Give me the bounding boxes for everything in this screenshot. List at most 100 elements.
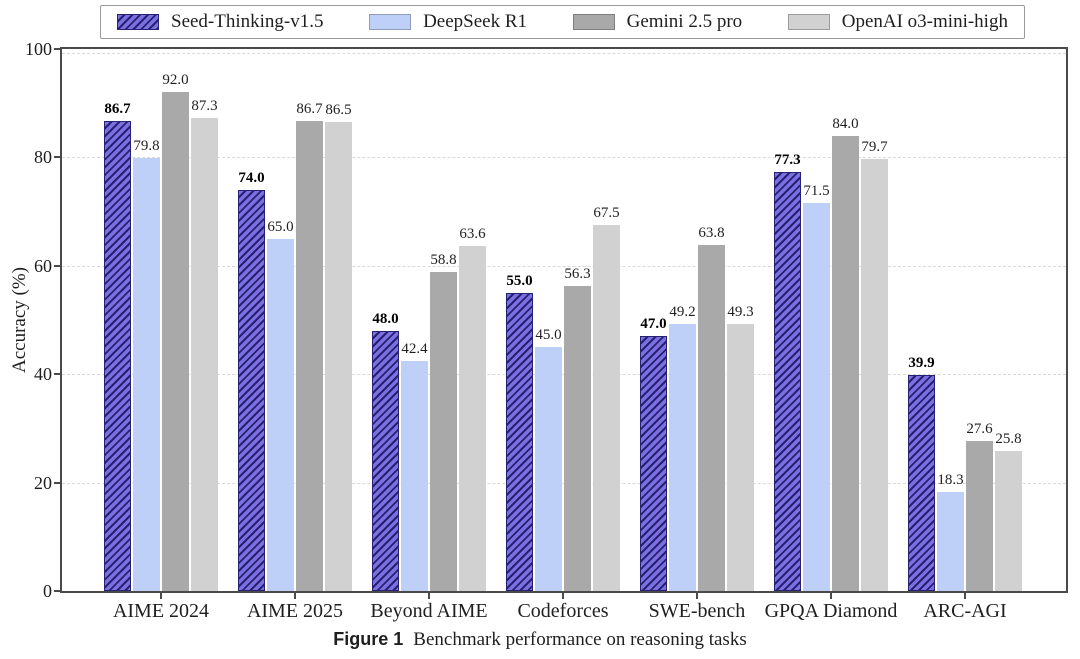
x-tick [428, 593, 430, 599]
bar [267, 238, 294, 591]
bar-value-label: 92.0 [162, 72, 189, 89]
x-tick-label: Codeforces [517, 600, 609, 622]
bar [908, 374, 935, 591]
figure-caption-text: Benchmark performance on reasoning tasks [413, 629, 747, 650]
bar-value-label: 39.9 [908, 354, 935, 371]
x-tick-label: AIME 2025 [246, 600, 344, 622]
bar-value-label: 86.7 [296, 101, 323, 118]
y-tick-label: 100 [25, 39, 52, 59]
gridline [62, 157, 1066, 159]
bar [535, 347, 562, 591]
bar [995, 451, 1022, 591]
legend-label: Seed-Thinking-v1.5 [171, 11, 324, 32]
bar [727, 323, 754, 591]
bar [698, 245, 725, 591]
y-tick [54, 590, 60, 592]
bar [162, 92, 189, 591]
bar-value-label: 47.0 [640, 316, 667, 333]
legend-swatch [117, 14, 159, 30]
bar [937, 491, 964, 591]
figure-caption: Figure 1 Benchmark performance on reasoni… [0, 629, 1080, 651]
bar-value-label: 27.6 [966, 421, 993, 438]
y-tick [54, 481, 60, 484]
bar-value-label: 79.8 [133, 138, 160, 155]
bar [104, 121, 131, 591]
bar-value-label: 79.7 [861, 139, 888, 156]
bar-value-label: 71.5 [803, 183, 830, 200]
legend-item: Gemini 2.5 pro [572, 11, 743, 33]
bar [669, 324, 696, 591]
x-tick [562, 593, 564, 599]
y-tick-label: 40 [34, 364, 52, 385]
bar [372, 330, 399, 591]
y-axis-title: Accuracy (%) [9, 266, 30, 374]
legend-item: DeepSeek R1 [369, 11, 527, 33]
bar-value-label: 63.6 [459, 226, 486, 243]
bar [593, 225, 620, 591]
figure-caption-label: Figure 1 [333, 629, 404, 649]
bar [401, 361, 428, 591]
x-tick [830, 593, 832, 599]
bar [133, 158, 160, 591]
bar [861, 159, 888, 591]
y-tick [54, 264, 60, 267]
bar [296, 121, 323, 591]
bar-value-label: 48.0 [372, 310, 399, 327]
legend-swatch [787, 14, 830, 30]
x-tick [964, 593, 966, 599]
legend-item: OpenAI o3-mini-high [787, 11, 1008, 33]
bar-value-label: 84.0 [832, 115, 859, 132]
gridline [62, 53, 1066, 54]
gridline [62, 265, 1066, 267]
bar-value-label: 49.2 [669, 304, 696, 321]
x-tick-label: Beyond AIME [370, 600, 488, 622]
plot-area: 86.7 74.0 48.0 55.0 47.0 77.3 39.9 79.8 65.0 42.4… [60, 47, 1068, 593]
y-tick-label: 60 [34, 255, 52, 276]
bar-value-label: 65.0 [267, 218, 294, 235]
bar [832, 135, 859, 591]
bar-value-label: 86.5 [325, 102, 352, 119]
y-tick-label: 80 [34, 147, 52, 168]
legend-swatch [369, 14, 412, 30]
bar [238, 189, 265, 591]
bar-value-label: 58.8 [430, 252, 457, 269]
x-tick-label: AIME 2024 [112, 600, 210, 622]
bar [191, 117, 218, 591]
y-tick [54, 156, 60, 159]
y-tick-label: 0 [43, 581, 52, 601]
x-tick-label: GPQA Diamond [764, 600, 898, 622]
bar-value-label: 67.5 [593, 205, 620, 222]
legend-label: Gemini 2.5 pro [626, 11, 743, 32]
legend-label: DeepSeek R1 [423, 11, 528, 32]
bar-value-label: 45.0 [535, 327, 562, 344]
bar-value-label: 77.3 [774, 152, 801, 169]
bar [640, 336, 667, 591]
bar-value-label: 49.3 [727, 303, 754, 320]
legend-item: Seed-Thinking-v1.5 [117, 11, 324, 33]
bar [430, 272, 457, 591]
bar-value-label: 86.7 [104, 101, 131, 118]
legend-swatch [572, 14, 615, 30]
x-tick-label: ARC-AGI [923, 600, 1007, 622]
y-tick [54, 373, 60, 376]
bar [564, 285, 591, 591]
y-tick-label: 20 [34, 472, 52, 493]
y-tick [54, 48, 60, 50]
legend: Seed-Thinking-v1.5 DeepSeek R1 Gemini 2.5 … [100, 5, 1025, 39]
bar-value-label: 42.4 [401, 341, 428, 358]
bar-value-label: 87.3 [191, 97, 218, 114]
x-tick [294, 593, 296, 599]
x-tick-label: SWE-bench [648, 600, 746, 622]
bar [966, 441, 993, 591]
legend-label: OpenAI o3-mini-high [841, 11, 1008, 32]
bar-value-label: 55.0 [506, 272, 533, 289]
bar [506, 292, 533, 591]
bar-value-label: 18.3 [937, 471, 964, 488]
bar [803, 203, 830, 591]
bar [459, 246, 486, 591]
bar-value-label: 25.8 [995, 431, 1022, 448]
bar [774, 172, 801, 591]
bar-value-label: 74.0 [238, 169, 265, 186]
bar-value-label: 56.3 [564, 265, 591, 282]
